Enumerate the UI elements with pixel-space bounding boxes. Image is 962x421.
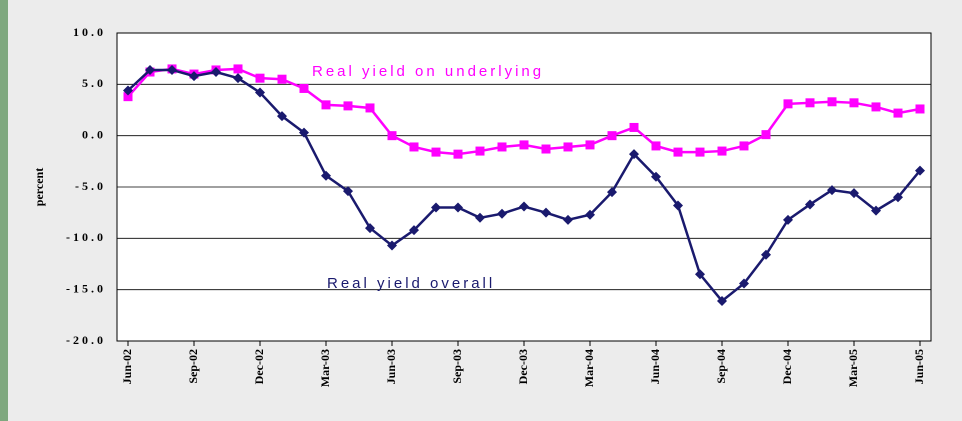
point xyxy=(255,87,265,98)
point xyxy=(827,185,837,196)
point xyxy=(739,141,749,151)
x-tick-label: Dec-03 xyxy=(516,349,530,384)
point xyxy=(497,208,507,219)
point xyxy=(893,108,903,118)
y-tick-label: 5.0 xyxy=(82,76,106,90)
x-tick-label: Sep-02 xyxy=(186,349,200,384)
point xyxy=(387,131,397,141)
point xyxy=(695,147,705,157)
point xyxy=(805,199,815,210)
point xyxy=(783,214,793,225)
left-border xyxy=(0,0,8,421)
point xyxy=(761,249,771,260)
point xyxy=(497,142,507,152)
point xyxy=(629,122,639,132)
point xyxy=(167,64,177,75)
point xyxy=(233,64,243,74)
point xyxy=(871,205,881,216)
point xyxy=(233,73,243,84)
point xyxy=(365,223,375,234)
point xyxy=(607,131,617,141)
point xyxy=(893,192,903,203)
point xyxy=(541,144,551,154)
point xyxy=(607,187,617,198)
point xyxy=(189,71,199,82)
point xyxy=(805,98,815,108)
y-axis-label: percent xyxy=(32,168,46,206)
point xyxy=(519,140,529,150)
point xyxy=(563,142,573,152)
x-tick-label: Mar-05 xyxy=(846,349,860,387)
point xyxy=(673,147,683,157)
x-tick-label: Sep-03 xyxy=(450,349,464,384)
x-tick-label: Dec-04 xyxy=(780,349,794,384)
point xyxy=(453,202,463,213)
x-tick-label: Jun-02 xyxy=(120,349,134,384)
point xyxy=(453,149,463,159)
y-tick-label: 10.0 xyxy=(73,25,106,39)
point xyxy=(343,186,353,197)
point xyxy=(717,146,727,156)
point xyxy=(739,278,749,289)
point xyxy=(915,165,925,176)
point xyxy=(365,103,375,113)
point xyxy=(717,295,727,306)
point xyxy=(849,98,859,108)
point xyxy=(673,200,683,211)
point xyxy=(123,85,133,96)
point xyxy=(629,149,639,160)
point xyxy=(475,146,485,156)
point xyxy=(277,111,287,122)
point xyxy=(409,142,419,152)
point xyxy=(585,140,595,150)
point xyxy=(145,64,155,75)
y-tick-label: -20.0 xyxy=(66,333,106,347)
point xyxy=(321,170,331,181)
y-tick-label: 0.0 xyxy=(82,127,106,141)
point xyxy=(321,100,331,110)
point xyxy=(651,141,661,151)
x-tick-label: Mar-04 xyxy=(582,349,596,387)
point xyxy=(475,212,485,223)
point xyxy=(409,225,419,236)
x-tick-label: Mar-03 xyxy=(318,349,332,387)
y-tick-label: -10.0 xyxy=(66,230,106,244)
point xyxy=(783,99,793,109)
point xyxy=(255,73,265,83)
point xyxy=(563,214,573,225)
point xyxy=(387,240,397,251)
x-tick-label: Jun-03 xyxy=(384,349,398,384)
point xyxy=(695,269,705,280)
point xyxy=(915,104,925,114)
point xyxy=(761,130,771,140)
point xyxy=(431,202,441,213)
point xyxy=(871,102,881,112)
point xyxy=(299,83,309,93)
x-tick-label: Jun-04 xyxy=(648,349,662,384)
x-tick-label: Jun-05 xyxy=(912,349,926,384)
point xyxy=(651,171,661,182)
series-annotation: Real yield overall xyxy=(327,275,495,292)
point xyxy=(585,209,595,220)
point xyxy=(123,92,133,102)
y-tick-label: -15.0 xyxy=(66,281,106,295)
x-tick-label: Dec-02 xyxy=(252,349,266,384)
point xyxy=(299,127,309,138)
x-tick-label: Sep-04 xyxy=(714,349,728,384)
point xyxy=(827,97,837,107)
point xyxy=(541,207,551,218)
point xyxy=(277,74,287,84)
y-tick-label: -5.0 xyxy=(75,179,106,193)
point xyxy=(519,201,529,212)
point xyxy=(211,67,221,78)
point xyxy=(849,188,859,199)
point xyxy=(431,147,441,157)
series-annotation: Real yield on underlying xyxy=(312,63,544,80)
point xyxy=(343,101,353,111)
